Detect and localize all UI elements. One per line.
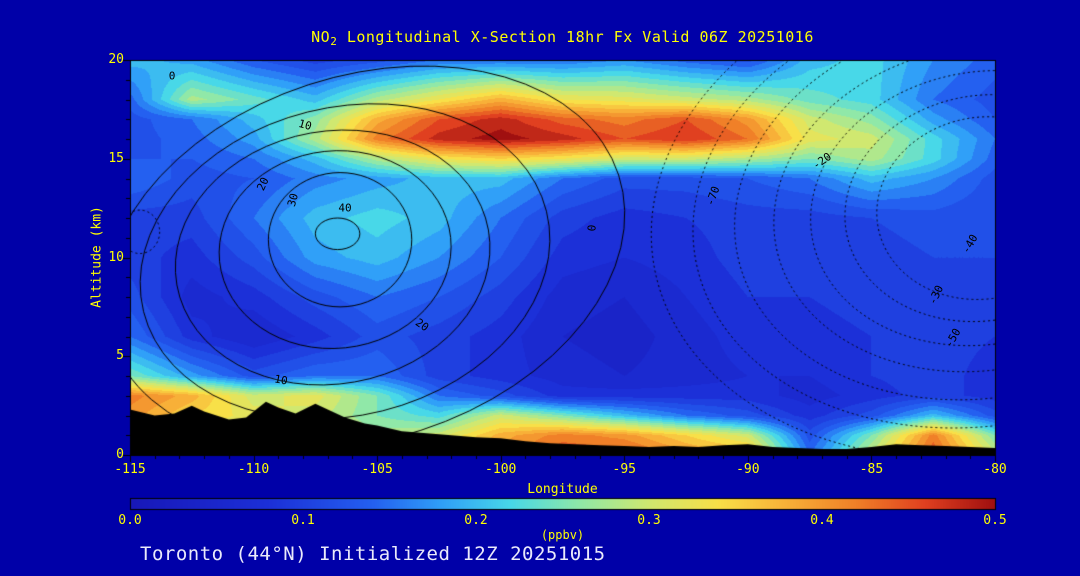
x-tick-label: -115 <box>114 462 146 477</box>
y-tick-label: 10 <box>108 249 124 265</box>
contour-label: 10 <box>273 372 289 388</box>
colorbar-tick-label: 0.2 <box>464 513 488 528</box>
x-tick-label: -100 <box>485 462 517 477</box>
x-tick-label: -85 <box>859 462 884 477</box>
colorbar-tick-label: 0.5 <box>983 513 1007 528</box>
contour-label: 40 <box>338 201 352 215</box>
chart-title-prefix: NO <box>311 28 331 46</box>
x-axis-title: Longitude <box>527 482 598 497</box>
colorbar-tick-label: 0.4 <box>810 513 834 528</box>
chart-title-subscript: 2 <box>330 35 338 48</box>
x-tick-label: -110 <box>237 462 270 477</box>
colorbar-tick-label: 0.3 <box>637 513 661 528</box>
colorbar-tick-label: 0.1 <box>291 513 315 528</box>
y-tick-label: 0 <box>116 447 124 462</box>
y-tick-label: 15 <box>108 150 124 166</box>
chart-title: NO2 Longitudinal X-Section 18hr Fx Valid… <box>130 28 995 48</box>
colorbar-units-label: (ppbv) <box>540 528 585 542</box>
contour-label: 0 <box>168 69 176 83</box>
chart-title-rest: Longitudinal X-Section 18hr Fx Valid 06Z… <box>337 28 814 46</box>
x-tick-label: -80 <box>983 462 1007 477</box>
x-tick-label: -90 <box>736 462 760 477</box>
colorbar-tick-label: 0.0 <box>118 513 142 528</box>
y-tick-label: 20 <box>108 52 124 67</box>
initialization-annotation: Toronto (44°N) Initialized 12Z 20251015 <box>140 543 606 565</box>
x-tick-label: -95 <box>612 462 637 477</box>
x-tick-label: -105 <box>361 462 393 477</box>
y-tick-label: 5 <box>116 348 124 364</box>
contour-label: 0 <box>585 224 599 232</box>
